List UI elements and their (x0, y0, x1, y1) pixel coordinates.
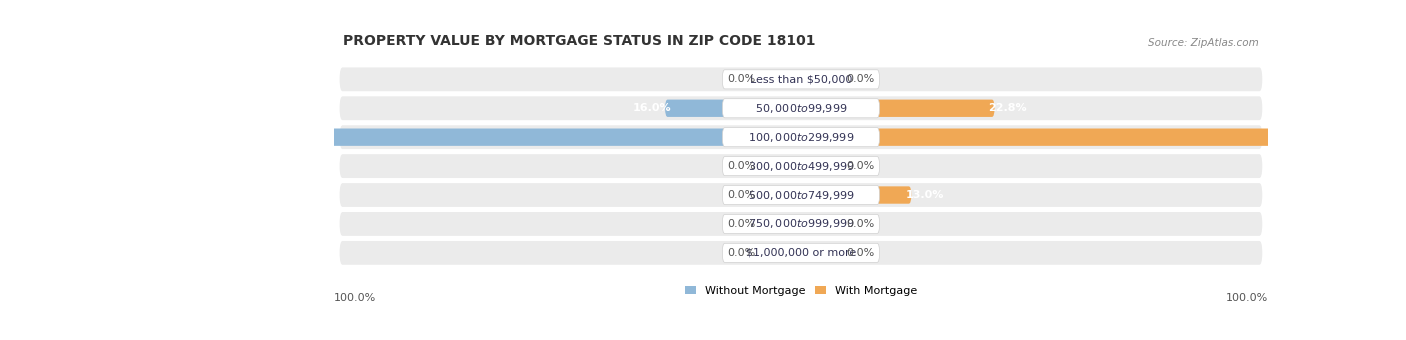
FancyBboxPatch shape (801, 100, 994, 117)
Text: 64.2%: 64.2% (1340, 132, 1379, 142)
FancyBboxPatch shape (762, 186, 801, 204)
Text: 0.0%: 0.0% (846, 219, 875, 229)
FancyBboxPatch shape (762, 215, 801, 233)
Text: 100.0%: 100.0% (1226, 293, 1268, 303)
Text: 0.0%: 0.0% (728, 74, 756, 84)
FancyBboxPatch shape (723, 186, 880, 205)
FancyBboxPatch shape (723, 215, 880, 234)
FancyBboxPatch shape (665, 100, 801, 117)
Text: 13.0%: 13.0% (905, 190, 943, 200)
FancyBboxPatch shape (801, 244, 839, 261)
FancyBboxPatch shape (762, 157, 801, 175)
FancyBboxPatch shape (723, 70, 880, 89)
FancyBboxPatch shape (723, 99, 880, 118)
FancyBboxPatch shape (723, 156, 880, 176)
FancyBboxPatch shape (801, 129, 1346, 146)
Text: $750,000 to $999,999: $750,000 to $999,999 (748, 218, 855, 231)
Text: 22.8%: 22.8% (988, 103, 1028, 113)
Text: $300,000 to $499,999: $300,000 to $499,999 (748, 159, 855, 173)
Text: 0.0%: 0.0% (846, 161, 875, 171)
Text: Less than $50,000: Less than $50,000 (749, 74, 852, 84)
FancyBboxPatch shape (339, 153, 1264, 180)
FancyBboxPatch shape (87, 129, 801, 146)
FancyBboxPatch shape (762, 71, 801, 88)
Text: 0.0%: 0.0% (846, 248, 875, 258)
Text: $50,000 to $99,999: $50,000 to $99,999 (755, 102, 848, 115)
FancyBboxPatch shape (339, 66, 1264, 92)
Text: $100,000 to $299,999: $100,000 to $299,999 (748, 131, 853, 144)
Text: PROPERTY VALUE BY MORTGAGE STATUS IN ZIP CODE 18101: PROPERTY VALUE BY MORTGAGE STATUS IN ZIP… (343, 34, 815, 49)
FancyBboxPatch shape (762, 244, 801, 261)
FancyBboxPatch shape (723, 128, 880, 147)
Text: Source: ZipAtlas.com: Source: ZipAtlas.com (1147, 38, 1258, 49)
Text: 0.0%: 0.0% (728, 161, 756, 171)
Text: $1,000,000 or more: $1,000,000 or more (745, 248, 856, 258)
Legend: Without Mortgage, With Mortgage: Without Mortgage, With Mortgage (681, 281, 921, 300)
FancyBboxPatch shape (801, 157, 839, 175)
Text: 0.0%: 0.0% (728, 248, 756, 258)
Text: 0.0%: 0.0% (728, 190, 756, 200)
Text: 100.0%: 100.0% (335, 293, 377, 303)
FancyBboxPatch shape (339, 182, 1264, 208)
FancyBboxPatch shape (801, 71, 839, 88)
Text: $500,000 to $749,999: $500,000 to $749,999 (748, 188, 855, 202)
FancyBboxPatch shape (339, 95, 1264, 122)
FancyBboxPatch shape (801, 186, 911, 204)
Text: 0.0%: 0.0% (846, 74, 875, 84)
FancyBboxPatch shape (339, 240, 1264, 266)
Text: 84.0%: 84.0% (55, 132, 94, 142)
FancyBboxPatch shape (723, 243, 880, 262)
FancyBboxPatch shape (339, 124, 1264, 151)
Text: 16.0%: 16.0% (633, 103, 671, 113)
FancyBboxPatch shape (801, 215, 839, 233)
FancyBboxPatch shape (339, 211, 1264, 237)
Text: 0.0%: 0.0% (728, 219, 756, 229)
